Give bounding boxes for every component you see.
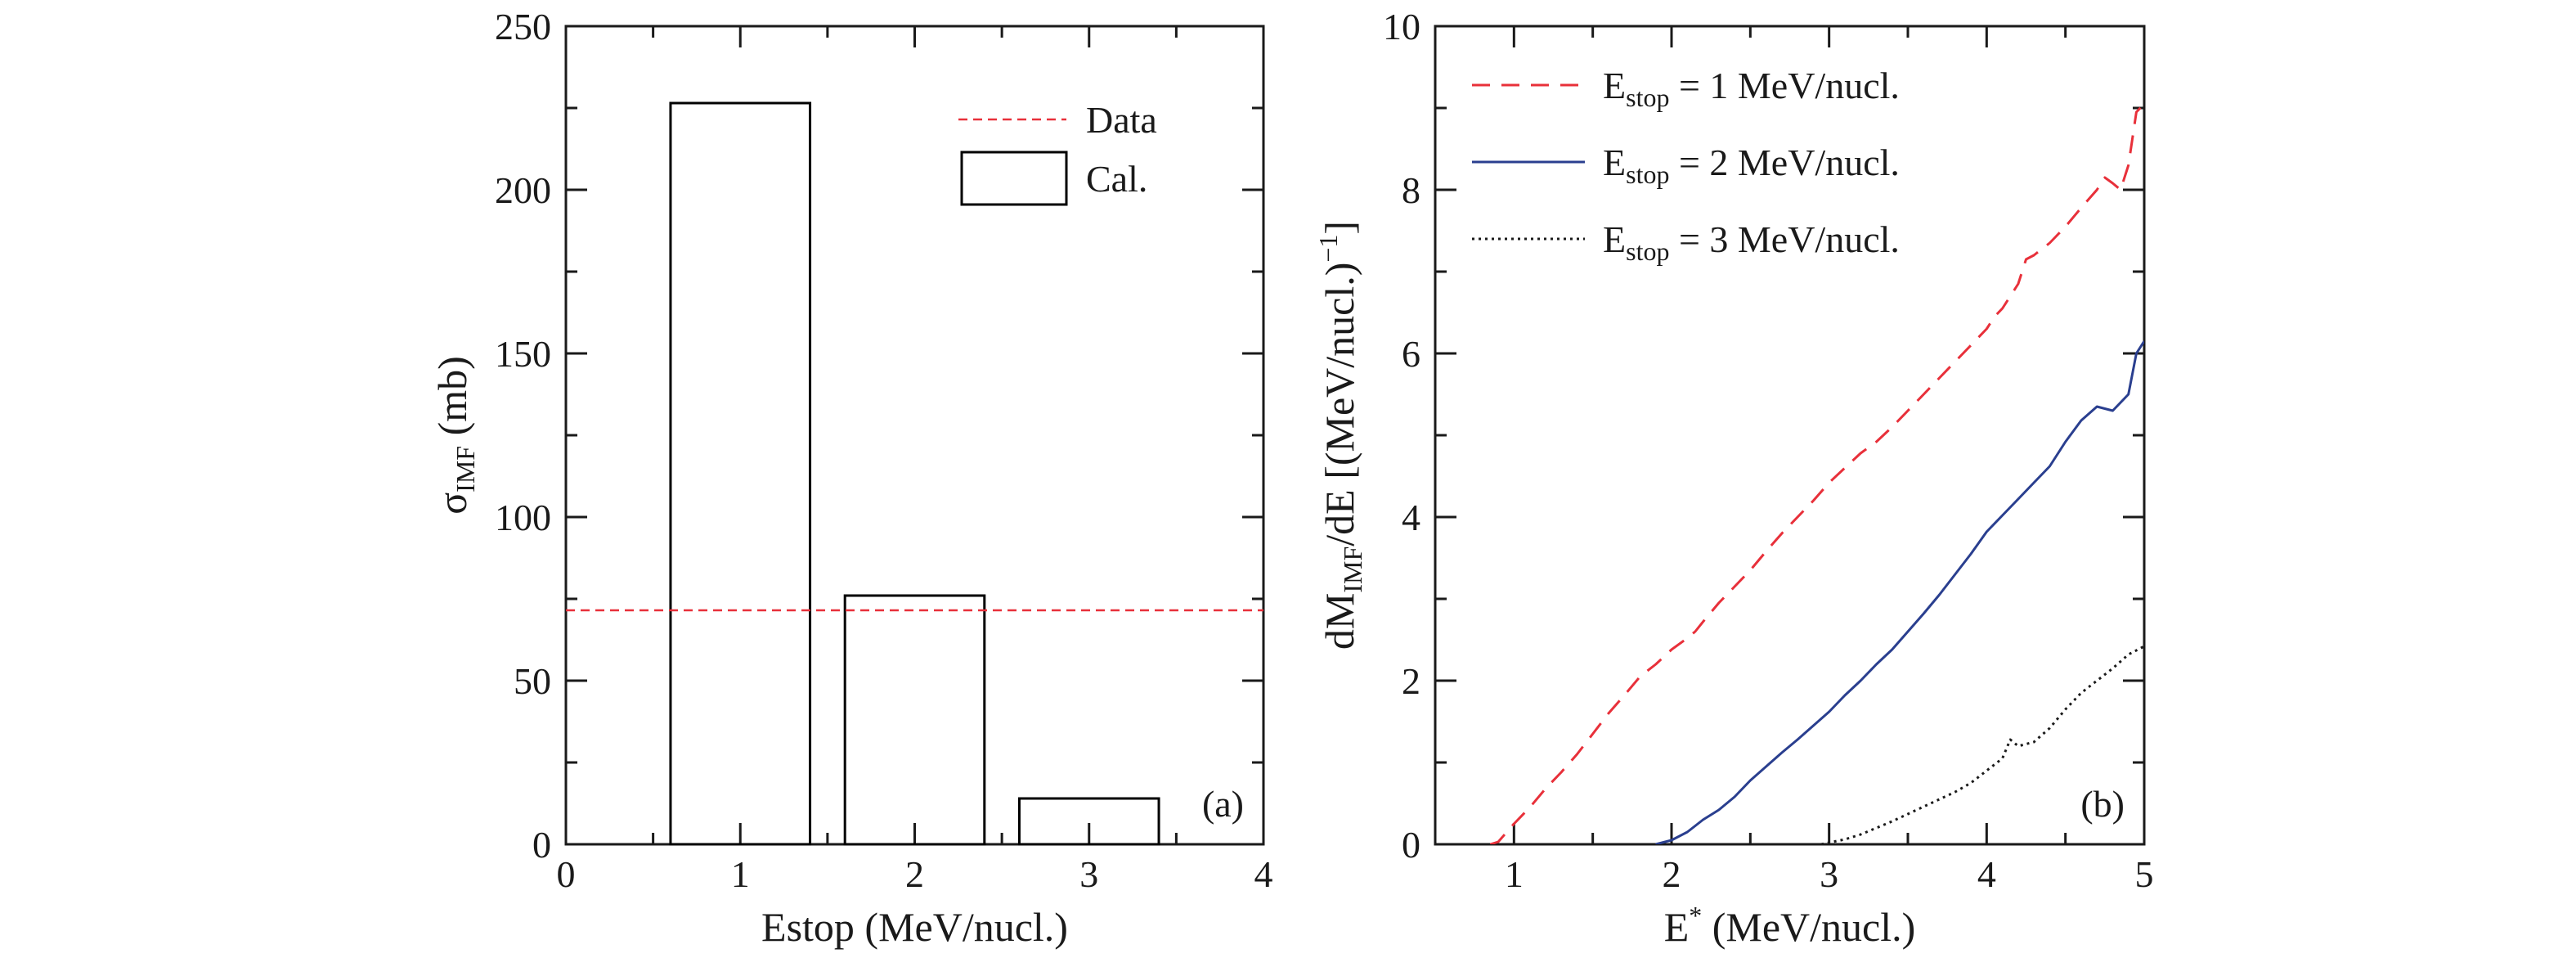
x-axis-label-b: E* (MeV/nucl.) bbox=[1664, 901, 1916, 950]
legend-label-data: Data bbox=[1086, 99, 1157, 141]
legend-label-estop-1: Estop = 1 MeV/nucl. bbox=[1603, 65, 1900, 112]
panel-label-b: (b) bbox=[2080, 783, 2125, 825]
y-tick-label-a: 50 bbox=[514, 660, 551, 702]
legend-label-cal: Cal. bbox=[1086, 158, 1147, 200]
x-tick-label-b: 5 bbox=[2135, 853, 2154, 895]
bar-3 bbox=[1017, 797, 1160, 846]
panel-label-a: (a) bbox=[1202, 783, 1244, 825]
series-line-estop-2 bbox=[1655, 340, 2144, 844]
x-tick-label-b: 2 bbox=[1663, 853, 1681, 895]
bar-2 bbox=[843, 594, 986, 846]
y-tick-label-a: 200 bbox=[495, 169, 551, 211]
y-tick-label-b: 8 bbox=[1402, 169, 1420, 211]
x-tick-label-a: 3 bbox=[1079, 853, 1098, 895]
y-axis-label-b: dMIMF/dE [(MeV/nucl.)−1] bbox=[1313, 221, 1367, 650]
legend-swatch-cal bbox=[960, 151, 1068, 206]
legend-label-estop-2: Estop = 2 MeV/nucl. bbox=[1603, 142, 1900, 189]
bar-1 bbox=[669, 101, 812, 846]
y-tick-label-b: 6 bbox=[1402, 333, 1420, 375]
y-tick-label-b: 4 bbox=[1402, 497, 1420, 538]
y-tick-label-b: 10 bbox=[1383, 6, 1420, 47]
y-tick-label-b: 2 bbox=[1402, 660, 1420, 702]
panel-b-line-chart: 1 2 3 4 5 0 2 4 6 8 10 Estop = 1 MeV/nucl. Estop = 2… bbox=[1313, 6, 2154, 950]
x-tick-label-a: 1 bbox=[731, 853, 750, 895]
series-line-estop-1 bbox=[1489, 102, 2144, 844]
x-tick-label-b: 4 bbox=[1977, 853, 1996, 895]
y-axis-label-a: σIMF (mb) bbox=[429, 356, 480, 515]
y-tick-label-a: 0 bbox=[532, 824, 551, 866]
x-tick-label-a: 2 bbox=[905, 853, 924, 895]
y-tick-label-b: 0 bbox=[1402, 824, 1420, 866]
y-tick-label-a: 150 bbox=[495, 333, 551, 375]
x-tick-label-b: 1 bbox=[1505, 853, 1524, 895]
x-tick-label-a: 4 bbox=[1254, 853, 1273, 895]
x-axis-label-a: Estop (MeV/nucl.) bbox=[761, 904, 1068, 950]
panel-a-bar-chart: 0 1 2 3 4 0 50 100 150 200 250 Data Cal. (a) Estop (Me… bbox=[429, 6, 1273, 950]
y-tick-label-a: 250 bbox=[495, 6, 551, 47]
legend-label-estop-3: Estop = 3 MeV/nucl. bbox=[1603, 218, 1900, 266]
x-tick-label-a: 0 bbox=[557, 853, 576, 895]
x-tick-label-b: 3 bbox=[1820, 853, 1838, 895]
y-tick-label-a: 100 bbox=[495, 497, 551, 538]
